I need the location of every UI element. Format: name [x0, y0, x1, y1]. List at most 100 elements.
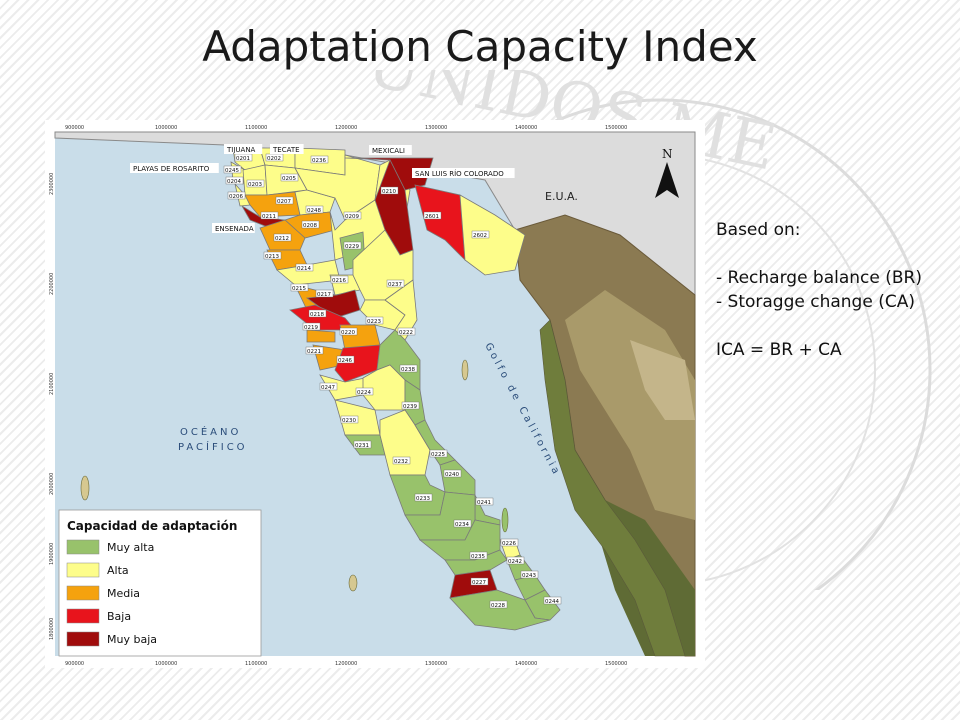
zone-label: 0221	[307, 349, 321, 355]
city-label-box	[212, 223, 255, 233]
x-tick-label-bottom: 1200000	[335, 661, 357, 667]
legend-label: Muy baja	[107, 633, 157, 646]
zone-label-box	[401, 401, 420, 410]
x-tick-label-top: 900000	[65, 125, 84, 131]
zone-label-box	[302, 322, 321, 331]
zone-label-box	[223, 165, 242, 174]
notes-item-ca: - Storagge change (CA)	[716, 292, 915, 312]
city-labels: TIJUANA TECATE MEXICALI SAN LUIS RÍO COLORA…	[130, 144, 515, 233]
zone-label-box	[280, 173, 299, 182]
city-label: ENSENADA	[215, 225, 254, 233]
city-label-box	[412, 168, 515, 178]
zone-label: 0236	[312, 158, 326, 164]
zone-label: 0226	[502, 541, 516, 547]
left-tick-bar	[45, 120, 55, 668]
right-tick-bar	[695, 120, 705, 668]
zone-label: 0245	[225, 168, 239, 174]
x-tick-label-bottom: 1500000	[605, 661, 627, 667]
x-tick-label-top: 1400000	[515, 125, 537, 131]
zone-label-box	[290, 283, 309, 292]
zone-label: 0223	[367, 319, 381, 325]
zone-label-box	[520, 570, 539, 579]
zone-label-box	[506, 556, 525, 565]
zone-label-box	[429, 449, 448, 458]
bottom-tick-bar	[45, 656, 705, 668]
island-angel	[461, 359, 469, 381]
zone-label: 0214	[297, 266, 311, 272]
notes-formula: ICA = BR + CA	[716, 340, 842, 360]
city-label: PLAYAS DE ROSARITO	[133, 165, 210, 173]
x-tick-label-top: 1100000	[245, 125, 267, 131]
x-tick-label-bottom: 900000	[65, 661, 84, 667]
zone-label-box	[397, 327, 416, 336]
legend-swatch	[66, 539, 100, 555]
x-tick-label-top: 1300000	[425, 125, 447, 131]
y-tick-label: 2300000	[49, 173, 55, 195]
zone-label-box	[301, 220, 320, 229]
zone-label: 0238	[401, 367, 415, 373]
zone-label: 0220	[341, 330, 355, 336]
x-tick-label-top: 1200000	[335, 125, 357, 131]
zone-label-box	[353, 440, 372, 449]
slide-title: Adaptation Capacity Index	[202, 22, 758, 71]
x-tick-label-bottom: 1300000	[425, 661, 447, 667]
legend-box	[58, 509, 262, 657]
zone-label: 2602	[473, 233, 487, 239]
x-tick-label-bottom: 1400000	[515, 661, 537, 667]
map-panel: 900000 1000000 1100000 1200000 1300000 140000…	[45, 120, 705, 668]
mainland-highlands	[565, 290, 695, 520]
zone-label-box	[305, 205, 324, 214]
zone-label-box	[443, 469, 462, 478]
legend-swatch	[66, 631, 100, 647]
zone-label-box	[386, 279, 405, 288]
zone-label: 0216	[332, 278, 346, 284]
peninsula-zones	[230, 147, 561, 631]
zone-label-box	[470, 577, 489, 586]
legend-label: Media	[107, 587, 140, 600]
zone-label: 0229	[345, 244, 359, 250]
zone-label-box	[336, 355, 355, 364]
zone-label: 0211	[262, 214, 276, 220]
zone-label: 0233	[416, 496, 430, 502]
zone-label: 0241	[477, 500, 491, 506]
zone-label-box	[469, 551, 488, 560]
zone-label-box	[227, 191, 246, 200]
zone-label-box	[380, 186, 399, 195]
zone-label: 0201	[236, 156, 250, 162]
zone-label-box	[471, 230, 490, 239]
zone-label-box	[399, 364, 418, 373]
zone-label-box	[392, 456, 411, 465]
notes-heading: Based on:	[716, 220, 801, 240]
zone-label-box	[475, 497, 494, 506]
zone-label-box	[225, 176, 244, 185]
zone-label: 0203	[248, 182, 262, 188]
ocean-label-line1: OCÉANO	[180, 425, 241, 438]
island-small	[348, 574, 358, 592]
zone-label-box	[453, 519, 472, 528]
sonora-coast-strip	[539, 319, 686, 657]
legend-label: Baja	[107, 610, 131, 623]
zone-label: 0202	[267, 156, 281, 162]
zone-label-box	[310, 155, 329, 164]
zone-label: 0234	[455, 522, 469, 528]
zone-label: 0235	[471, 554, 485, 560]
city-label: TIJUANA	[226, 146, 256, 154]
y-tick-label: 2100000	[49, 373, 55, 395]
zone-label: 0237	[388, 282, 402, 288]
zone-label: 0242	[508, 559, 522, 565]
mainland-peaks	[630, 340, 695, 420]
zone-label-box	[343, 241, 362, 250]
zone-label: 0228	[491, 603, 505, 609]
zone-label-box	[355, 387, 374, 396]
zone-label-box	[330, 275, 349, 284]
zone-label: 0230	[342, 418, 356, 424]
zone-label: 0218	[310, 312, 324, 318]
ocean-label-line2: PACÍFICO	[178, 440, 248, 453]
city-label: MEXICALI	[372, 147, 405, 155]
city-label: SAN LUIS RÍO COLORADO	[415, 169, 504, 178]
zone-label: 0208	[303, 223, 317, 229]
zone-label: 0219	[304, 325, 318, 331]
zone-label: 0240	[445, 472, 459, 478]
north-arrow-icon	[655, 162, 679, 198]
zone-label: 0227	[472, 580, 486, 586]
